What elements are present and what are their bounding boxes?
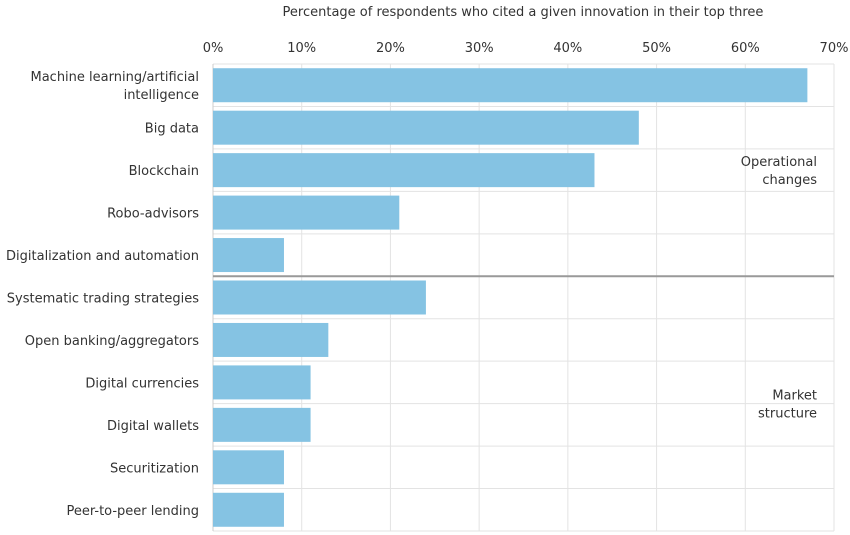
x-tick-label: 70%	[820, 41, 849, 56]
category-label: Blockchain	[129, 164, 199, 179]
category-label: Machine learning/artificial intelligence	[30, 70, 199, 103]
x-tick-label: 20%	[376, 41, 405, 56]
bar	[213, 280, 426, 315]
x-tick-label: 0%	[203, 41, 224, 56]
bar	[213, 365, 311, 400]
x-tick-labels: 0% 10% 20% 30% 40% 50% 60% 70%	[203, 41, 849, 56]
bar	[213, 450, 284, 485]
category-label: Systematic trading strategies	[7, 292, 199, 307]
category-label: Big data	[145, 122, 199, 137]
bars	[213, 68, 808, 527]
bar	[213, 238, 284, 273]
x-tick-label: 40%	[553, 41, 582, 56]
category-label: Peer-to-peer lending	[67, 504, 200, 519]
category-label: Robo-advisors	[107, 207, 199, 222]
x-tick-label: 10%	[287, 41, 316, 56]
x-tick-label: 50%	[642, 41, 671, 56]
bar	[213, 492, 284, 527]
x-axis-title: Percentage of respondents who cited a gi…	[283, 5, 764, 20]
category-label: Securitization	[110, 461, 199, 476]
group-label: Market structure	[758, 389, 817, 422]
bar	[213, 110, 639, 145]
category-label: Digital wallets	[107, 419, 199, 434]
category-labels: Machine learning/artificial intelligence B…	[6, 70, 199, 519]
group-label: Operational changes	[741, 155, 817, 188]
bar	[213, 322, 329, 357]
bar	[213, 407, 311, 442]
bar	[213, 195, 400, 230]
x-tick-label: 30%	[465, 41, 494, 56]
category-label: Digitalization and automation	[6, 249, 199, 264]
category-label: Digital currencies	[85, 376, 199, 391]
bar	[213, 153, 595, 188]
group-annotations: Operational changes Market structure	[213, 155, 834, 422]
x-tick-label: 60%	[731, 41, 760, 56]
category-label: Open banking/aggregators	[25, 334, 199, 349]
bar	[213, 68, 808, 103]
